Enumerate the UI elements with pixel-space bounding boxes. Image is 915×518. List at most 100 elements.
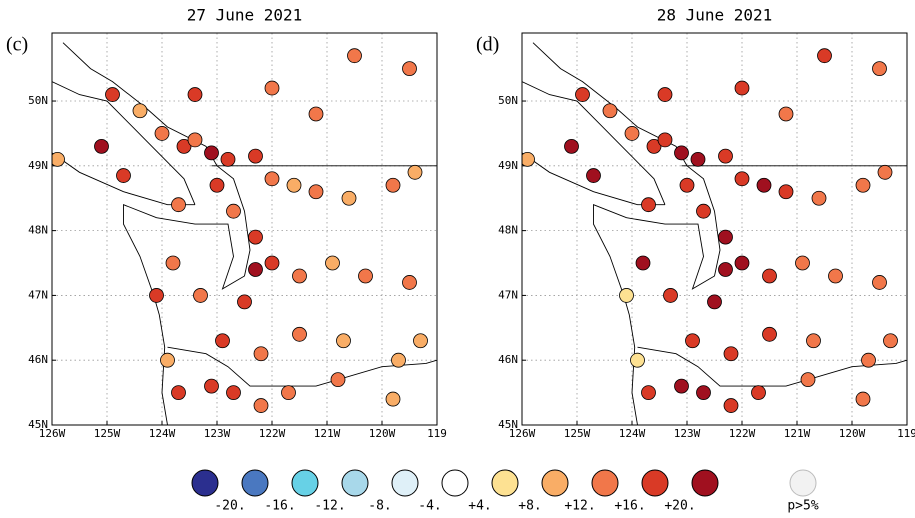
station-dot: [723, 346, 739, 362]
station-dot: [778, 106, 794, 122]
station-dot: [347, 48, 362, 64]
coastline: [52, 81, 196, 205]
legend-swatch: [341, 469, 369, 497]
station-dot: [171, 385, 186, 401]
station-dot: [674, 378, 689, 394]
x-tick-label: 124W: [149, 427, 176, 440]
legend-swatch: [241, 469, 269, 497]
station-dot: [330, 372, 346, 388]
panel-label: (c): [6, 34, 28, 56]
station-dot: [756, 177, 772, 193]
y-tick-label: 50N: [28, 94, 48, 107]
station-dot: [630, 352, 645, 368]
legend-swatch: [191, 469, 219, 497]
x-tick-label: 119: [427, 427, 447, 440]
station-dot: [522, 151, 535, 167]
station-dot: [402, 61, 417, 77]
legend-swatch: [691, 469, 719, 497]
station-dot: [264, 255, 280, 271]
station-dot: [723, 398, 739, 413]
y-tick-label: 49N: [498, 159, 518, 172]
station-dot: [751, 385, 766, 401]
station-dot: [391, 352, 406, 368]
x-tick-label: 119: [897, 427, 915, 440]
station-dot: [828, 268, 843, 284]
x-tick-label: 123W: [204, 427, 231, 440]
station-dot: [154, 126, 170, 141]
map-frame: [51, 32, 438, 426]
station-dot: [685, 333, 700, 349]
station-dot: [385, 391, 401, 407]
x-tick-label: 122W: [259, 427, 286, 440]
station-dot: [855, 391, 871, 407]
x-tick-label: 126W: [509, 427, 536, 440]
station-dot: [248, 229, 263, 245]
station-dot: [811, 190, 827, 206]
station-dot: [237, 294, 252, 310]
station-dot: [883, 333, 898, 349]
station-dot: [281, 385, 296, 401]
station-dot: [215, 333, 230, 349]
station-dot: [641, 197, 656, 213]
station-dot: [696, 203, 711, 219]
station-dot: [204, 378, 219, 394]
station-dot: [800, 372, 816, 388]
station-dot: [407, 164, 423, 180]
station-dot: [325, 255, 340, 271]
station-dot: [817, 48, 832, 64]
station-dot: [619, 288, 634, 303]
station-dot: [861, 352, 876, 368]
station-dot: [176, 138, 192, 154]
station-dot: [413, 333, 428, 349]
station-dot: [877, 164, 893, 180]
station-dot: [116, 168, 131, 183]
x-tick-label: 121W: [784, 427, 811, 440]
station-dot: [575, 87, 590, 102]
station-dot: [806, 333, 821, 349]
legend-swatch: [591, 469, 619, 497]
x-tick-label: 122W: [729, 427, 756, 440]
station-dot: [226, 203, 241, 219]
station-dot: [226, 385, 241, 401]
station-dot: [204, 145, 219, 161]
station-dot: [646, 138, 662, 154]
station-dot: [663, 288, 678, 303]
station-dot: [149, 288, 164, 303]
x-tick-label: 123W: [674, 427, 701, 440]
map-panel: 27 June 2021 (c) 126W 125W 124W 123W 122W 121W 1…: [6, 6, 447, 441]
map-panel: 28 June 2021 (d) 126W 125W 124W 123W 122W 121W 1…: [476, 6, 915, 441]
legend-label: +16.: [614, 499, 645, 514]
y-tick-label: 50N: [498, 94, 518, 107]
x-tick-label: 125W: [564, 427, 591, 440]
y-tick-label: 45N: [28, 418, 48, 431]
station-dot: [105, 87, 120, 102]
station-dot: [586, 168, 601, 183]
station-dot: [248, 148, 263, 164]
station-dot: [872, 61, 887, 77]
station-dot: [762, 268, 777, 284]
station-dot: [564, 138, 579, 154]
y-tick-label: 48N: [28, 224, 48, 237]
legend-label: -4.: [418, 499, 441, 514]
panel-label: (d): [476, 34, 499, 56]
y-tick-label: 45N: [498, 418, 518, 431]
coastline: [62, 42, 251, 425]
station-dot: [52, 151, 65, 167]
legend-swatch: [789, 469, 817, 497]
x-tick-label: 121W: [314, 427, 341, 440]
station-dot: [402, 275, 417, 290]
station-dot: [187, 132, 203, 148]
legend-swatch: [641, 469, 669, 497]
station-dot: [635, 255, 651, 271]
station-dot: [248, 262, 263, 277]
y-tick-label: 46N: [28, 353, 48, 366]
station-dot: [253, 346, 269, 362]
legend-swatch: [391, 469, 419, 497]
station-dot: [690, 151, 706, 167]
coastline: [637, 346, 907, 387]
coastline: [522, 81, 666, 205]
x-tick-label: 124W: [619, 427, 646, 440]
station-dot: [778, 184, 794, 200]
station-dot: [718, 148, 733, 164]
